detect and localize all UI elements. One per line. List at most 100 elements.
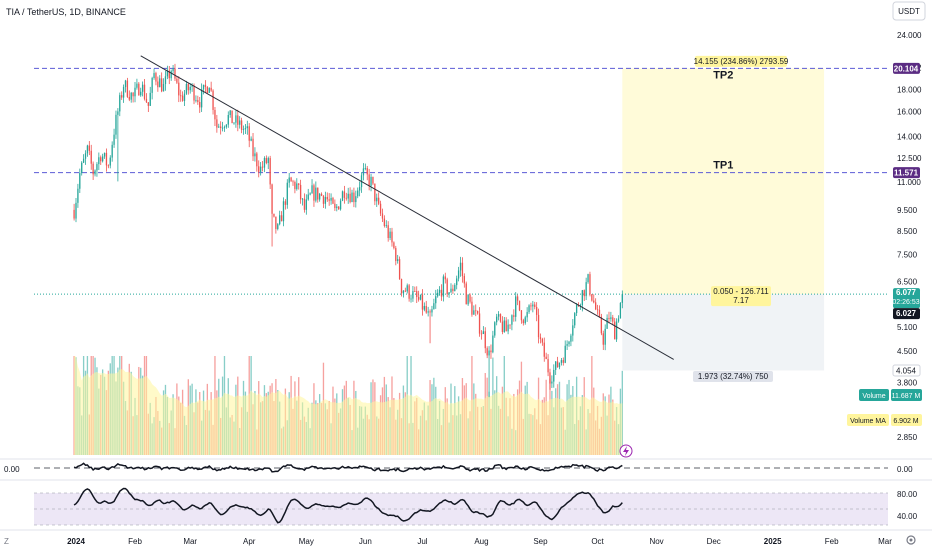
price-axis[interactable]: 24.00020.18218.00016.00014.00012.50011.0… [897,31,922,442]
time-axis[interactable]: 2024 Feb Mar Apr May Jun Jul Aug Sep Oct Nov Dec 202… [67,537,892,546]
candle [164,70,167,91]
candle [547,354,549,377]
candle [298,183,300,190]
candle [128,90,130,102]
candle [258,160,260,178]
price-tick: 6.500 [897,277,918,286]
tp2-price-text: 20.104 [894,64,919,73]
candle [250,136,252,142]
candle [98,152,100,170]
price-tick: 11.000 [897,178,921,187]
candle [602,330,604,351]
position-tool[interactable] [622,68,825,371]
time-label: Apr [243,537,256,546]
candle [187,82,189,95]
candle [318,192,321,202]
candle [374,183,376,206]
candle [279,210,281,226]
candle [349,187,351,204]
candle [515,292,517,322]
candle [107,164,110,169]
candle [195,95,197,103]
candle [358,181,361,197]
candle [366,165,368,181]
candle [370,173,372,192]
candle [267,156,269,170]
candle [170,69,172,81]
candle [126,77,129,98]
candle [254,147,256,162]
candle [480,330,483,340]
candle [589,271,591,297]
currency-button[interactable]: USDT [892,1,926,21]
candle [119,92,121,117]
candle [229,110,231,118]
candle [138,82,140,96]
candle [463,273,465,288]
candle [511,314,513,331]
indicator1-left-value: 0.00 [4,465,20,474]
candle [334,199,336,211]
candle [446,277,448,298]
candle [303,193,306,213]
candle [619,302,622,319]
candle [456,275,458,290]
candle [431,305,433,317]
candle [397,254,399,264]
candle [412,285,414,302]
candle [604,324,606,351]
candle [425,300,427,314]
time-label: May [299,537,314,546]
candle [143,78,146,101]
candle [214,106,216,127]
candle [134,81,136,103]
candle [307,188,309,201]
volume-ma-label: Volume MA [850,418,886,425]
time-label: Dec [707,537,721,546]
time-label: Jun [359,537,372,546]
candle [109,155,111,169]
candle [92,161,94,180]
candle [484,327,486,354]
candle [360,172,363,193]
candle [488,346,490,398]
candle [159,75,161,88]
indicator2-tick-40: 40.00 [897,512,918,521]
candle [265,155,268,165]
candle [357,187,359,199]
candle [402,290,405,298]
alt-price-badge: 6.027 [893,308,920,320]
candle [440,284,443,301]
candle [541,337,544,346]
entry-info-line1: 0.050 - 126.711 [713,287,769,296]
candles [73,63,623,398]
lightning-icon[interactable] [619,444,633,458]
candle [421,289,424,316]
candle [153,68,155,80]
candle [183,89,186,107]
candle [157,76,159,92]
candle [395,245,397,266]
candle [176,75,178,85]
countdown-text: 02:26:53 [892,299,919,306]
candle [461,257,464,283]
candle [598,305,601,318]
candle [558,362,561,370]
candle [437,289,439,298]
candle [414,286,416,292]
time-label: Mar [183,537,197,546]
candle [145,93,148,103]
candle [450,283,452,293]
settings-icon[interactable] [906,535,916,545]
candle [617,315,620,323]
candle [416,286,418,304]
timezone-icon[interactable]: Z [4,537,9,546]
candle [180,89,182,102]
indicator1-line [73,462,623,473]
candle [168,65,170,85]
trendline[interactable] [140,55,674,360]
candle [594,298,597,311]
candle [84,150,87,165]
candle [539,333,542,344]
